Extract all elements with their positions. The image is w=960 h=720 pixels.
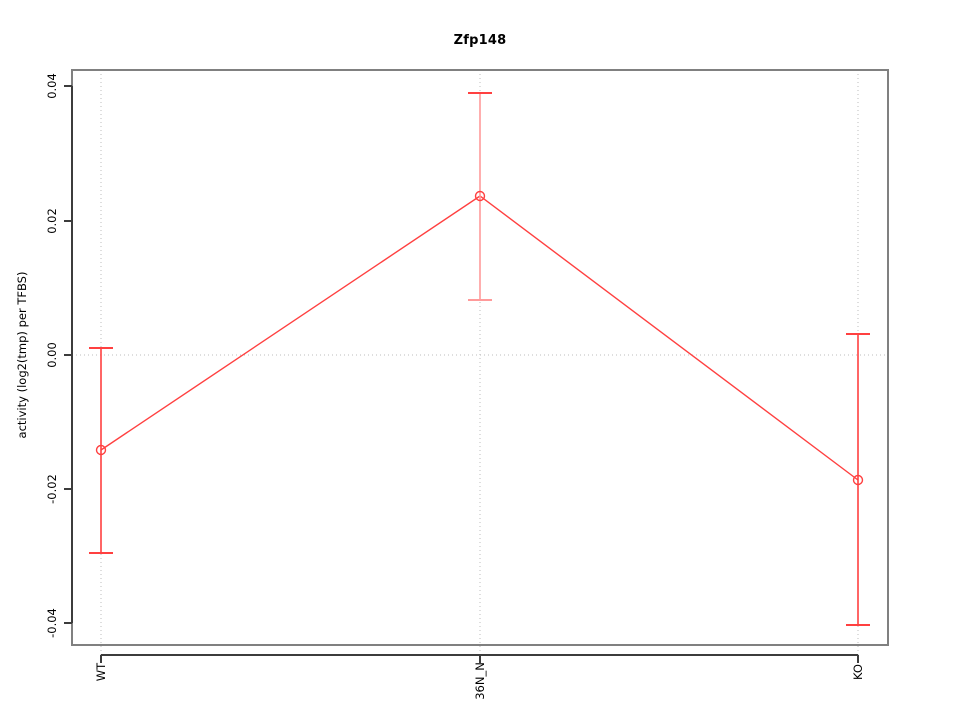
error-bar-wt xyxy=(89,347,113,554)
data-point-ko[interactable] xyxy=(852,474,864,486)
y-axis xyxy=(64,85,73,624)
data-point-36n-n[interactable] xyxy=(474,190,486,202)
x-axis xyxy=(100,654,859,663)
error-bar-36n-n xyxy=(468,92,492,301)
error-bar-ko xyxy=(846,333,870,626)
data-point-wt[interactable] xyxy=(95,444,107,456)
page-title: Zfp148 xyxy=(453,33,507,48)
